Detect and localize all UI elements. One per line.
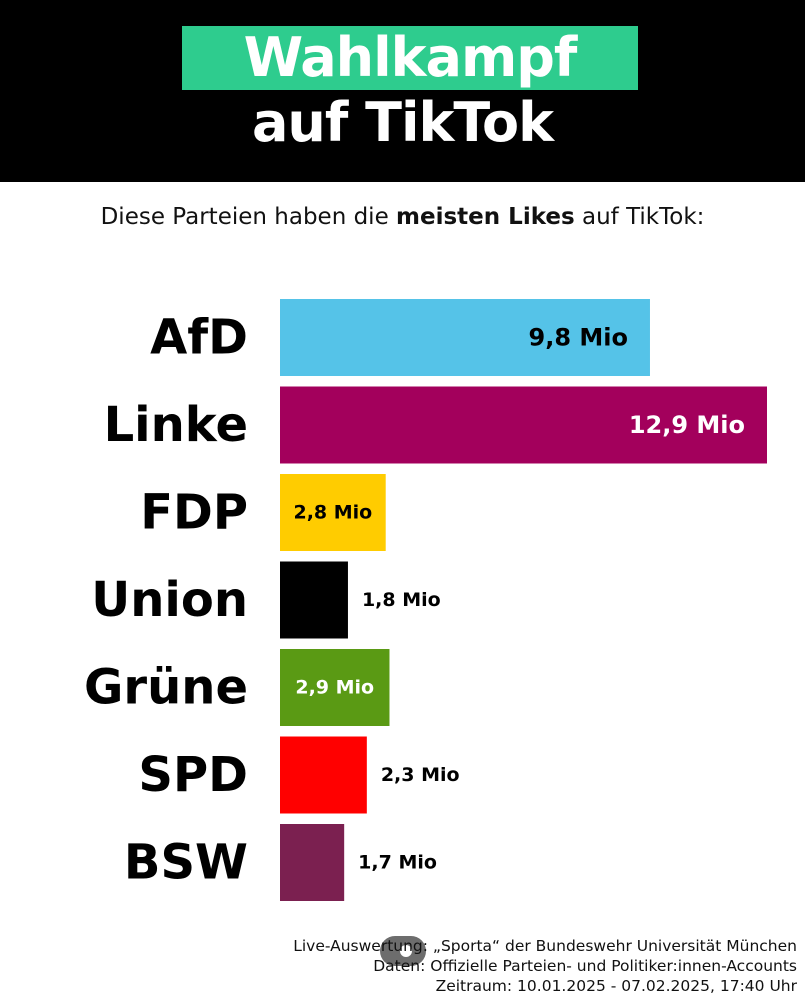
bar-fdp	[280, 474, 386, 551]
footer-line-1: Live-Auswertung: „Sporta“ der Bundeswehr…	[293, 937, 797, 955]
category-label: AfD	[150, 310, 248, 366]
bar-linke	[280, 386, 767, 464]
bar-afd	[280, 299, 650, 376]
bar-spd	[280, 736, 367, 814]
value-label: 12,9 Mio	[629, 411, 745, 439]
bar-grüne	[280, 649, 390, 726]
category-label: Grüne	[84, 660, 248, 716]
chart-subtitle: Diese Parteien haben die meisten Likes a…	[0, 200, 805, 234]
overlay-dot	[380, 936, 426, 966]
value-label: 2,8 Mio	[293, 502, 372, 524]
category-label: BSW	[124, 835, 248, 891]
header-banner: Wahlkampf auf TikTok	[0, 0, 805, 182]
subtitle-post: auf TikTok:	[574, 204, 705, 230]
footer-line-3: Zeitraum: 10.01.2025 - 07.02.2025, 17:40…	[435, 977, 797, 995]
value-label: 1,7 Mio	[358, 852, 437, 874]
bar-chart: AfD 9,8 Mio Linke 12,9 Mio FDP 2,8 Mio Union 1,…	[84, 299, 767, 901]
value-label: 1,8 Mio	[362, 589, 441, 611]
title-line-1: Wahlkampf	[243, 26, 578, 89]
value-label: 2,9 Mio	[295, 677, 374, 699]
subtitle-bold: meisten Likes	[396, 204, 575, 230]
title-highlight	[182, 26, 638, 90]
category-label: Union	[91, 572, 248, 628]
footer-source: Live-Auswertung: „Sporta“ der Bundeswehr…	[293, 936, 797, 996]
value-label: 9,8 Mio	[529, 324, 628, 352]
category-label: FDP	[140, 485, 248, 541]
value-label: 2,3 Mio	[381, 764, 460, 786]
bar-union	[280, 561, 348, 639]
title-line-2: auf TikTok	[251, 91, 554, 154]
category-label: SPD	[138, 747, 248, 803]
category-label: Linke	[104, 397, 248, 453]
subtitle-pre: Diese Parteien haben die	[100, 204, 397, 230]
footer-line-2: Daten: Offizielle Parteien- und Politike…	[373, 957, 797, 975]
bar-bsw	[280, 824, 345, 901]
